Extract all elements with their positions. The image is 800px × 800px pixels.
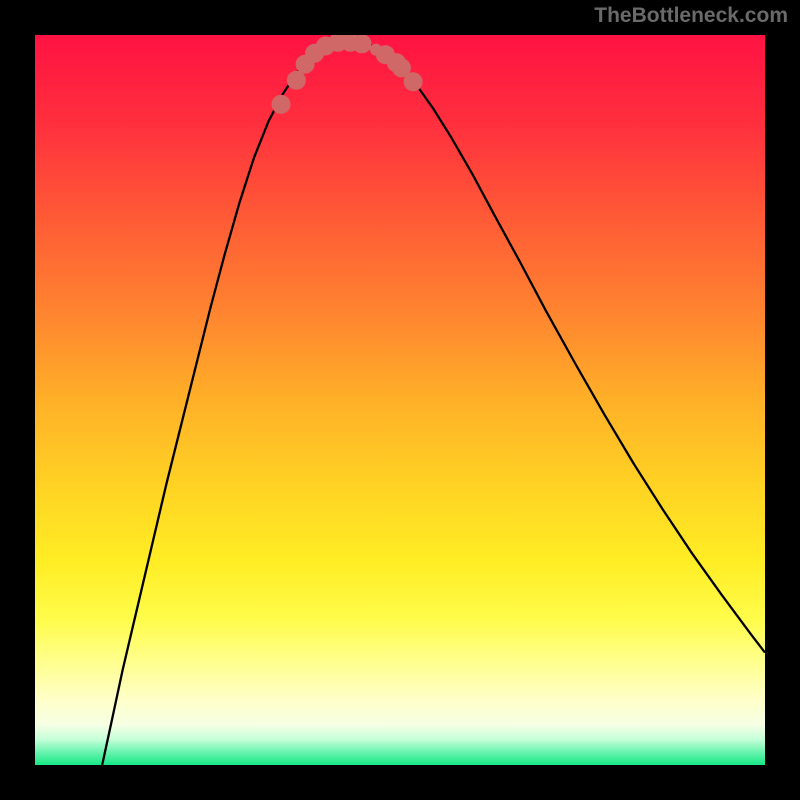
- plot-area: [35, 35, 765, 765]
- watermark-text: TheBottleneck.com: [594, 4, 788, 28]
- curve-layer: [35, 35, 765, 765]
- curve-markers: [272, 35, 422, 113]
- bottleneck-curve: [102, 41, 765, 765]
